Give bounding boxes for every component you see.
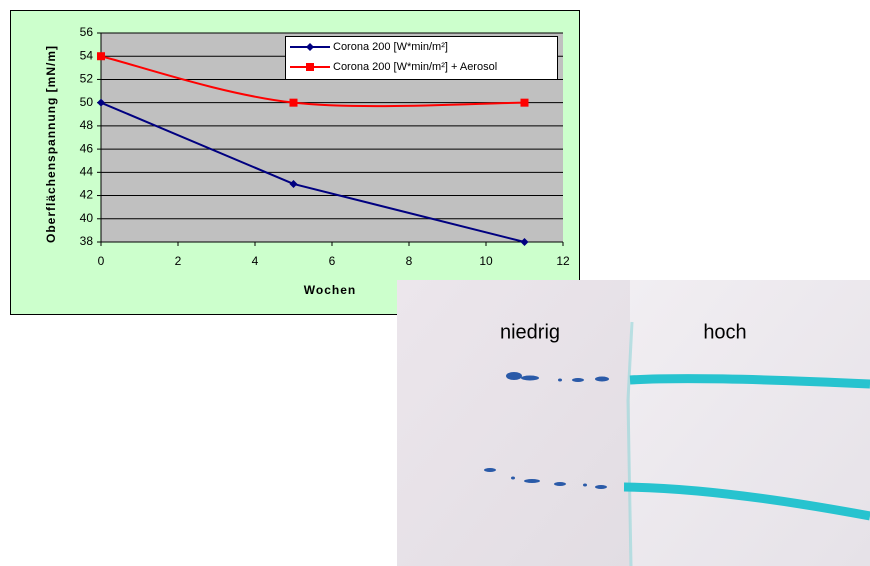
x-axis-title: Wochen bbox=[304, 283, 356, 297]
photo: niedrig hoch bbox=[397, 280, 870, 566]
y-tick-label: 38 bbox=[80, 234, 94, 248]
marker bbox=[97, 52, 105, 60]
y-tick-label: 54 bbox=[80, 48, 94, 62]
y-tick-label: 44 bbox=[80, 165, 94, 179]
x-tick-label: 12 bbox=[556, 254, 570, 268]
legend-label: Corona 200 [W*min/m²] bbox=[333, 41, 448, 53]
marker bbox=[521, 99, 529, 107]
legend-label: Corona 200 [W*min/m²] + Aerosol bbox=[333, 61, 497, 73]
high-stroke-1 bbox=[630, 379, 870, 384]
y-axis-title: Oberflächenspannung [mN/m] bbox=[44, 45, 58, 243]
y-tick-label: 50 bbox=[80, 95, 94, 109]
y-tick-label: 42 bbox=[80, 188, 94, 202]
y-tick-label: 52 bbox=[80, 72, 94, 86]
x-tick-label: 6 bbox=[329, 254, 336, 268]
y-tick-label: 40 bbox=[80, 211, 94, 225]
photo-label: hoch bbox=[703, 321, 746, 343]
photo-right bbox=[630, 280, 870, 566]
figure: Corona 200 [W*min/m²] Corona 200 [W*min/m… bbox=[0, 0, 870, 566]
y-tick-label: 56 bbox=[80, 25, 94, 39]
marker bbox=[306, 63, 314, 71]
x-tick-label: 10 bbox=[479, 254, 493, 268]
y-tick-label: 46 bbox=[80, 141, 94, 155]
marker bbox=[290, 99, 298, 107]
photo-label: niedrig bbox=[500, 321, 560, 343]
x-tick-label: 4 bbox=[252, 254, 259, 268]
x-tick-label: 8 bbox=[406, 254, 413, 268]
x-tick-label: 0 bbox=[98, 254, 105, 268]
page: {"chart_data": {"type": "line", "x_label… bbox=[0, 0, 870, 566]
x-tick-label: 2 bbox=[175, 254, 182, 268]
y-tick-label: 48 bbox=[80, 118, 94, 132]
